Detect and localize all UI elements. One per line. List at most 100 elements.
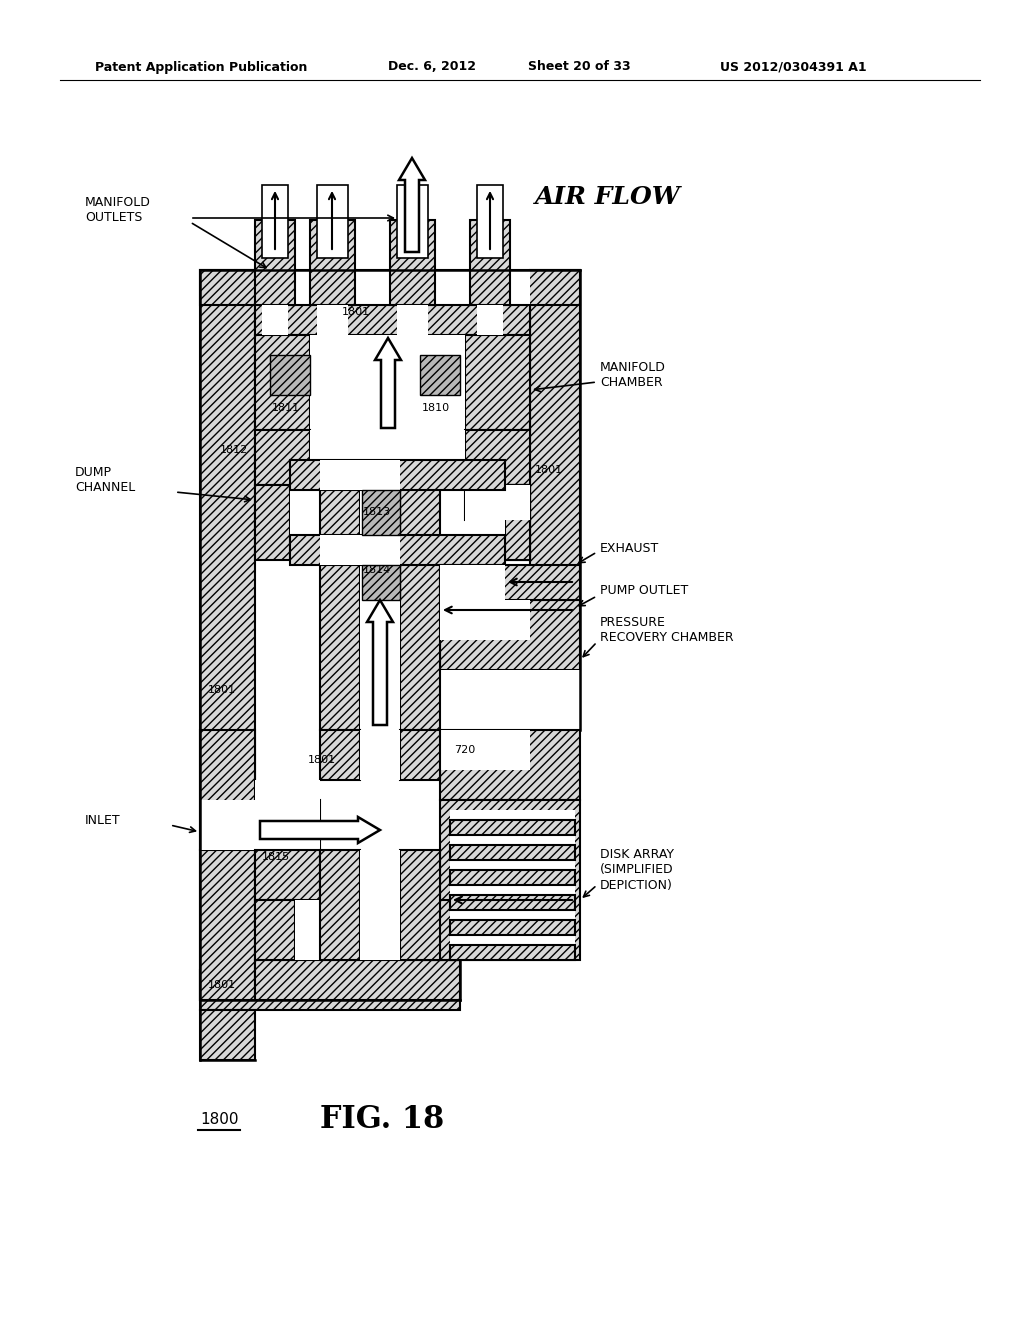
Bar	[440, 730, 580, 800]
Bar	[465, 335, 530, 430]
Bar	[200, 730, 255, 850]
Text: 1814: 1814	[362, 565, 391, 576]
Bar	[319, 535, 400, 565]
Bar	[450, 920, 575, 935]
Bar	[440, 601, 530, 640]
Bar	[465, 520, 505, 560]
Text: PUMP OUTLET: PUMP OUTLET	[600, 583, 688, 597]
Bar	[255, 960, 460, 1001]
Text: Sheet 20 of 33: Sheet 20 of 33	[528, 61, 631, 74]
Text: MANIFOLD
CHAMBER: MANIFOLD CHAMBER	[600, 360, 666, 389]
Bar	[319, 459, 400, 490]
Bar	[255, 484, 290, 560]
Bar	[397, 305, 428, 335]
Bar	[465, 484, 530, 560]
Bar	[450, 845, 575, 861]
Text: 1801: 1801	[342, 308, 370, 317]
Bar	[200, 1010, 255, 1060]
Bar	[255, 335, 310, 430]
Bar	[262, 185, 288, 257]
Bar	[310, 335, 465, 430]
Bar	[465, 484, 530, 520]
Bar	[477, 305, 503, 335]
Bar	[440, 730, 530, 770]
Text: DUMP
CHANNEL: DUMP CHANNEL	[75, 466, 135, 494]
Bar	[310, 430, 465, 484]
Bar	[400, 730, 440, 780]
Bar	[270, 355, 310, 395]
Bar	[290, 535, 505, 565]
Bar	[477, 185, 503, 257]
Bar	[420, 355, 460, 395]
Bar	[255, 220, 295, 305]
Bar	[310, 220, 355, 305]
Bar	[390, 220, 435, 305]
Bar	[360, 730, 400, 780]
Bar	[317, 185, 348, 257]
Polygon shape	[375, 338, 401, 428]
Bar	[255, 271, 530, 305]
Text: 1813: 1813	[362, 507, 391, 517]
Text: US 2012/0304391 A1: US 2012/0304391 A1	[720, 61, 866, 74]
Bar	[255, 430, 310, 484]
Bar	[200, 970, 460, 1010]
Bar	[200, 271, 255, 1001]
Text: 1801: 1801	[208, 979, 237, 990]
Bar	[400, 484, 440, 730]
Bar	[440, 671, 580, 730]
Bar	[440, 800, 580, 960]
Bar	[450, 820, 575, 836]
Bar	[505, 484, 530, 560]
Bar	[440, 565, 505, 601]
Bar	[200, 271, 580, 305]
Bar	[290, 484, 465, 560]
Bar	[362, 565, 400, 601]
Bar	[450, 945, 575, 960]
Bar	[255, 305, 530, 335]
Bar	[262, 305, 288, 335]
Text: 1810: 1810	[422, 403, 451, 413]
Polygon shape	[260, 817, 380, 843]
Bar	[200, 800, 319, 850]
Bar	[255, 900, 295, 960]
Bar	[450, 870, 575, 884]
Bar	[200, 850, 255, 1001]
Bar	[319, 484, 360, 730]
Text: Patent Application Publication: Patent Application Publication	[95, 61, 307, 74]
Bar	[450, 810, 575, 950]
Text: AIR FLOW: AIR FLOW	[535, 185, 681, 209]
Bar	[255, 850, 319, 900]
Bar	[360, 850, 400, 960]
Text: 1801: 1801	[208, 685, 237, 696]
Bar	[465, 484, 530, 520]
Bar	[400, 850, 440, 960]
Text: Dec. 6, 2012: Dec. 6, 2012	[388, 61, 476, 74]
Bar	[319, 730, 360, 780]
Bar	[362, 490, 400, 535]
Bar	[317, 305, 348, 335]
Bar	[255, 271, 530, 305]
Bar	[360, 484, 400, 730]
Bar	[295, 900, 420, 960]
Text: 1801: 1801	[535, 465, 563, 475]
Text: INLET: INLET	[85, 813, 121, 826]
Bar	[530, 271, 580, 730]
Text: 1811: 1811	[272, 403, 300, 413]
Bar	[440, 565, 580, 601]
Bar	[255, 780, 319, 800]
Polygon shape	[367, 601, 393, 725]
Text: PRESSURE
RECOVERY CHAMBER: PRESSURE RECOVERY CHAMBER	[600, 616, 733, 644]
Bar	[440, 601, 580, 671]
Bar	[470, 220, 510, 305]
Text: 1801: 1801	[308, 755, 336, 766]
Bar	[450, 895, 575, 909]
Text: MANIFOLD
OUTLETS: MANIFOLD OUTLETS	[85, 195, 151, 224]
Bar	[319, 850, 360, 960]
Bar	[465, 430, 530, 484]
Text: 720: 720	[454, 744, 475, 755]
Bar	[290, 459, 505, 490]
Text: DISK ARRAY
(SIMPLIFIED
DEPICTION): DISK ARRAY (SIMPLIFIED DEPICTION)	[600, 849, 674, 891]
Text: EXHAUST: EXHAUST	[600, 541, 659, 554]
Text: FIG. 18: FIG. 18	[319, 1105, 444, 1135]
Text: 1800: 1800	[200, 1113, 239, 1127]
